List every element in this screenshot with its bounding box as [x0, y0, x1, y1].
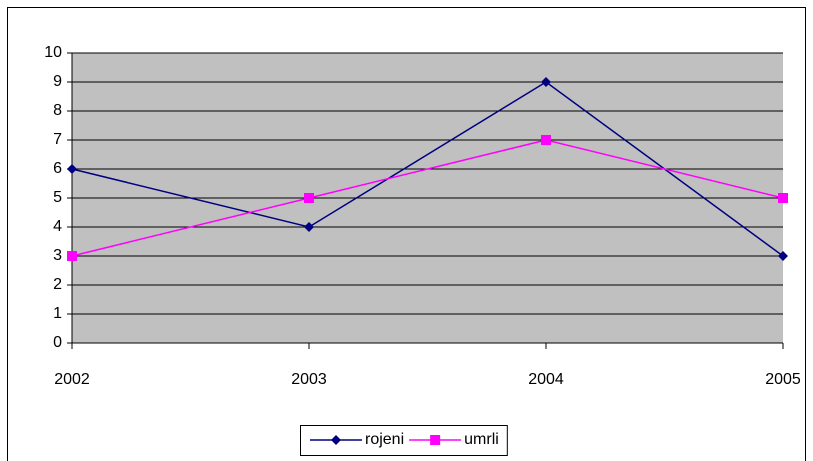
marker	[430, 435, 441, 445]
y-tick-label: 2	[53, 276, 62, 293]
y-tick-label: 7	[53, 131, 62, 148]
marker	[331, 435, 341, 445]
marker	[778, 251, 788, 261]
y-tick-label: 1	[53, 305, 62, 322]
marker	[541, 135, 551, 145]
marker	[304, 193, 314, 203]
y-tick-label: 4	[53, 218, 62, 235]
y-tick-label: 5	[53, 189, 62, 206]
y-tick-label: 0	[53, 334, 62, 351]
x-tick-label: 2003	[291, 371, 327, 388]
x-tick-label: 2004	[528, 371, 564, 388]
x-tick-label: 2005	[765, 371, 801, 388]
legend-label: rojeni	[365, 431, 404, 448]
y-tick-label: 3	[53, 247, 62, 264]
y-tick-label: 8	[53, 102, 62, 119]
marker	[778, 193, 788, 203]
marker	[304, 222, 314, 232]
legend: rojeni umrli	[300, 425, 508, 456]
y-tick-label: 10	[44, 44, 62, 61]
y-tick-label: 9	[53, 73, 62, 90]
y-tick-label: 6	[53, 160, 62, 177]
legend-label: umrli	[464, 431, 499, 448]
marker	[67, 164, 77, 174]
marker	[541, 77, 551, 87]
series-line	[71, 139, 784, 257]
legend-box	[300, 425, 508, 456]
marker	[67, 251, 77, 261]
x-tick-label: 2002	[54, 371, 90, 388]
